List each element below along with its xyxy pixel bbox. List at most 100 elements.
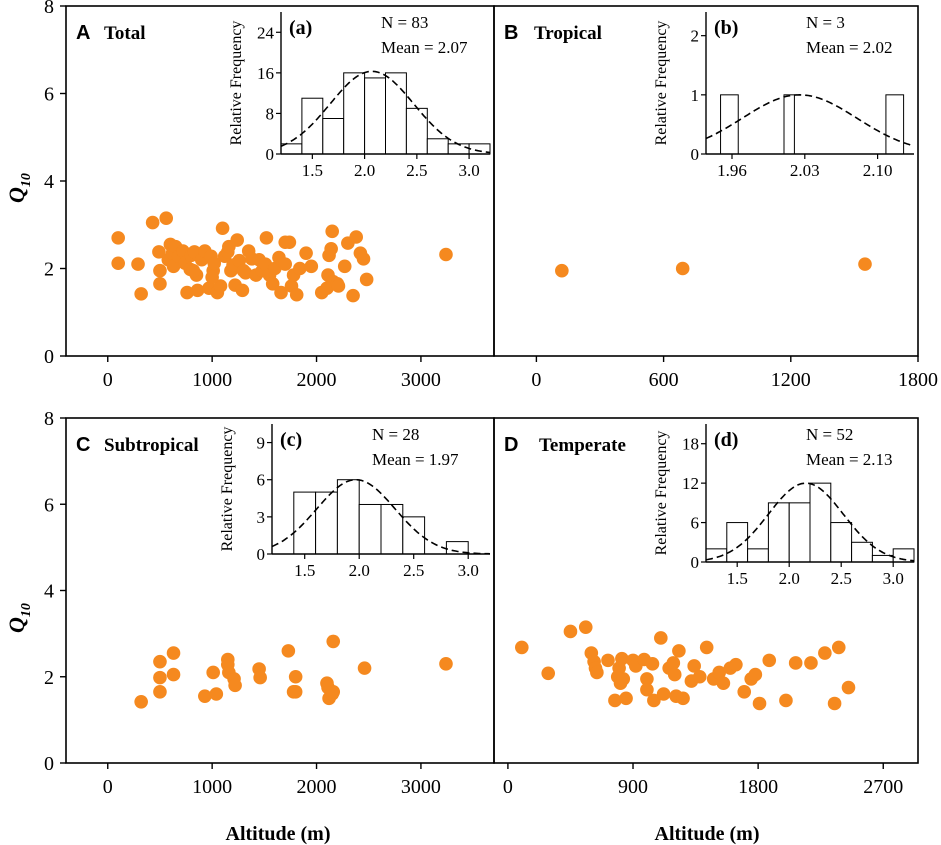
x-tick-label: 600 <box>649 369 679 391</box>
histogram-bar <box>788 502 811 563</box>
data-point <box>134 694 148 709</box>
plot-frame <box>493 417 919 764</box>
data-point <box>578 620 593 634</box>
data-point <box>145 215 160 230</box>
inset-background <box>706 12 914 154</box>
data-point <box>153 654 167 669</box>
inset-label: (b) <box>714 17 738 39</box>
x-tick-label: 0 <box>531 369 541 391</box>
data-point <box>667 667 682 682</box>
data-point <box>687 659 701 673</box>
data-point <box>159 211 174 225</box>
y-axis-label-top-sub: 10 <box>19 173 34 187</box>
data-point <box>675 261 690 276</box>
inset-y-tick-label: 2 <box>691 27 700 46</box>
data-point <box>666 656 681 670</box>
histogram-bar <box>726 522 749 563</box>
data-point <box>654 631 668 645</box>
data-point <box>729 657 743 672</box>
data-point <box>228 678 242 693</box>
inset-x-tick-label: 2.03 <box>790 161 820 180</box>
data-point <box>346 288 360 303</box>
normal-curve <box>705 93 915 147</box>
inset-x-tick-label: 1.96 <box>717 161 747 180</box>
y-axis-label-bottom-sub: 10 <box>19 603 34 617</box>
panel-title: Total <box>104 23 146 44</box>
plot-frame <box>493 5 919 357</box>
data-point <box>288 685 303 699</box>
data-point <box>515 640 529 655</box>
inset-x-tick-label: 3.0 <box>458 561 479 580</box>
data-point <box>712 665 727 680</box>
x-tick-label: 2700 <box>863 776 903 798</box>
data-point <box>230 233 244 247</box>
inset-y-tick-label: 8 <box>266 104 275 123</box>
histogram-bar <box>705 548 728 563</box>
data-point <box>289 287 304 302</box>
normal-curve <box>280 70 491 154</box>
data-point <box>152 245 166 259</box>
inset-x-tick-label: 1.5 <box>294 561 315 580</box>
data-point <box>439 657 453 671</box>
inset-mean-text: Mean = 2.07 <box>381 38 468 57</box>
data-point <box>788 656 803 670</box>
inset-y-tick-label: 6 <box>691 514 700 533</box>
x-tick-label: 3000 <box>401 776 441 798</box>
x-tick-label: 1000 <box>192 369 232 391</box>
data-point <box>153 685 167 699</box>
data-point <box>253 670 267 685</box>
inset-n-text: N = 83 <box>381 13 428 32</box>
data-point <box>331 279 346 293</box>
inset-y-tick-label: 0 <box>257 545 266 564</box>
histogram-bar <box>293 491 317 555</box>
data-point <box>324 242 338 256</box>
inset-x-tick-label: 2.5 <box>406 161 427 180</box>
data-point <box>752 696 767 711</box>
inset-mean-text: Mean = 1.97 <box>372 450 459 469</box>
data-point <box>779 693 793 708</box>
data-point <box>186 263 201 278</box>
inset-y-axis-label: Relative Frequency <box>653 431 670 556</box>
data-point <box>259 231 274 245</box>
data-point <box>131 257 145 271</box>
inset-x-tick-label: 3.0 <box>883 569 904 588</box>
data-point <box>274 285 288 300</box>
data-point <box>640 672 654 686</box>
data-point <box>818 646 832 660</box>
inset-label: (c) <box>280 429 302 451</box>
data-point <box>563 624 578 639</box>
data-point <box>293 261 307 276</box>
data-point <box>288 669 303 684</box>
normal-curve <box>705 482 915 562</box>
data-point <box>647 693 661 708</box>
x-tick-label: 900 <box>618 776 648 798</box>
inset-y-tick-label: 16 <box>257 64 274 83</box>
panel-letter: C <box>76 434 90 456</box>
x-tick-label: 0 <box>503 776 513 798</box>
histogram-bar <box>851 541 873 563</box>
panel-title: Temperate <box>539 435 626 456</box>
inset-n-text: N = 3 <box>806 13 845 32</box>
data-point <box>326 634 341 649</box>
data-point <box>180 285 194 300</box>
data-point <box>111 256 125 271</box>
y-axis-label-bottom: Q10 <box>4 603 34 633</box>
data-point <box>831 640 846 655</box>
x-tick-label: 3000 <box>401 369 441 391</box>
data-point <box>357 661 372 675</box>
y-tick-label: 4 <box>44 581 54 603</box>
data-point <box>198 689 212 703</box>
x-tick-label: 1200 <box>771 369 811 391</box>
inset-y-tick-label: 1 <box>691 86 700 105</box>
inset-label: (a) <box>289 17 312 39</box>
y-tick-label: 2 <box>44 667 54 689</box>
data-point <box>326 685 341 699</box>
inset-n-text: N = 52 <box>806 425 853 444</box>
y-tick-label: 4 <box>44 171 54 193</box>
panel-letter: D <box>504 434 518 456</box>
inset-x-tick-label: 2.5 <box>403 561 424 580</box>
data-point <box>601 653 615 668</box>
data-point <box>590 665 604 680</box>
